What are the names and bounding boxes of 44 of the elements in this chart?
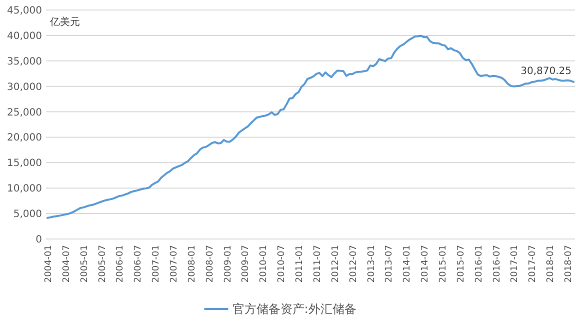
x-tick-label: 2008-01 <box>187 245 198 283</box>
x-tick-label: 2012-07 <box>348 245 359 283</box>
x-tick-label: 2017-01 <box>510 245 520 283</box>
x-tick-label: 2006-07 <box>134 245 144 283</box>
y-tick-label: 10,000 <box>7 184 42 195</box>
y-tick-label: 15,000 <box>7 158 42 170</box>
x-tick-label: 2004-07 <box>62 245 72 283</box>
y-tick-label: 0 <box>36 234 42 246</box>
x-tick-label: 2016-07 <box>492 245 502 283</box>
x-tick-label: 2013-01 <box>366 245 377 283</box>
x-tick-label: 2005-07 <box>98 245 108 283</box>
x-tick-label: 2004-01 <box>44 245 54 283</box>
x-tick-label: 2012-01 <box>330 245 341 283</box>
x-tick-label: 2015-01 <box>438 245 449 283</box>
y-tick-label: 35,000 <box>7 56 42 68</box>
y-tick-label: 25,000 <box>7 107 42 118</box>
x-tick-label: 2018-01 <box>546 245 556 283</box>
y-tick-label: 5,000 <box>13 209 42 220</box>
x-tick-label: 2007-07 <box>170 245 180 283</box>
x-tick-label: 2007-01 <box>152 245 162 283</box>
line-series <box>46 34 575 219</box>
x-tick-label: 2014-07 <box>420 245 431 283</box>
x-tick-label: 2011-07 <box>312 245 323 283</box>
x-tick-label: 2016-01 <box>474 245 484 283</box>
x-tick-label: 2018-07 <box>564 245 574 283</box>
y-tick-label: 30,000 <box>7 82 42 93</box>
x-tick-label: 2005-01 <box>80 245 90 283</box>
x-tick-label: 2006-01 <box>116 245 126 283</box>
y-tick-label: 40,000 <box>7 30 42 42</box>
x-tick-label: 2009-07 <box>241 245 252 283</box>
x-tick-label: 2010-01 <box>259 245 270 283</box>
y-tick-label: 20,000 <box>7 132 42 144</box>
y-tick-label: 45,000 <box>7 6 42 16</box>
x-tick-label: 2010-07 <box>277 245 288 283</box>
data-label: 30,870.25 <box>520 66 572 77</box>
legend-label: 官方储备资产:外汇储备 <box>232 302 356 316</box>
y-axis-title: 亿美元 <box>49 16 80 28</box>
x-tick-label: 2015-07 <box>456 245 466 283</box>
x-tick-label: 2014-01 <box>402 245 413 283</box>
x-tick-label: 2013-07 <box>384 245 395 283</box>
x-tick-label: 2008-07 <box>205 245 216 283</box>
x-tick-label: 2011-01 <box>295 245 306 283</box>
x-tick-label: 2017-07 <box>528 245 538 283</box>
x-tick-label: 2009-01 <box>223 245 234 283</box>
